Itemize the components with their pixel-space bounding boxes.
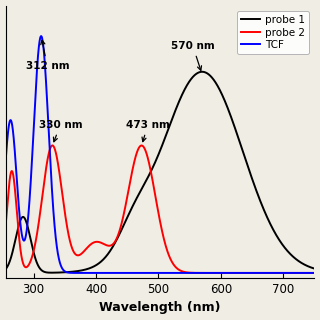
- probe 1: [50, 271, 53, 275]
- TCF: [316, 271, 319, 275]
- probe 2: [276, 271, 280, 275]
- probe 2: [316, 271, 319, 275]
- probe 1: [124, 220, 127, 224]
- Text: 312 nm: 312 nm: [26, 40, 69, 71]
- TCF: [39, 34, 43, 38]
- probe 1: [316, 268, 319, 271]
- X-axis label: Wavelength (nm): Wavelength (nm): [99, 301, 221, 315]
- probe 1: [4, 267, 7, 271]
- probe 1: [310, 266, 314, 269]
- TCF: [124, 271, 127, 275]
- probe 1: [276, 236, 280, 240]
- probe 1: [200, 70, 204, 74]
- probe 2: [39, 203, 43, 207]
- Text: 473 nm: 473 nm: [126, 120, 170, 142]
- Text: 570 nm: 570 nm: [171, 41, 215, 70]
- probe 2: [51, 143, 54, 147]
- Line: TCF: TCF: [5, 36, 317, 273]
- probe 2: [58, 173, 62, 177]
- TCF: [39, 34, 43, 38]
- probe 2: [137, 146, 141, 150]
- probe 2: [310, 271, 314, 275]
- TCF: [4, 160, 7, 164]
- Legend: probe 1, probe 2, TCF: probe 1, probe 2, TCF: [237, 11, 309, 54]
- probe 1: [58, 271, 62, 275]
- TCF: [137, 271, 141, 275]
- Text: 330 nm: 330 nm: [39, 120, 82, 142]
- TCF: [58, 260, 62, 264]
- probe 1: [137, 192, 141, 196]
- Line: probe 1: probe 1: [5, 72, 317, 273]
- probe 2: [4, 224, 7, 228]
- probe 1: [39, 268, 43, 272]
- probe 2: [124, 205, 127, 209]
- Line: probe 2: probe 2: [5, 145, 317, 273]
- TCF: [276, 271, 280, 275]
- TCF: [310, 271, 314, 275]
